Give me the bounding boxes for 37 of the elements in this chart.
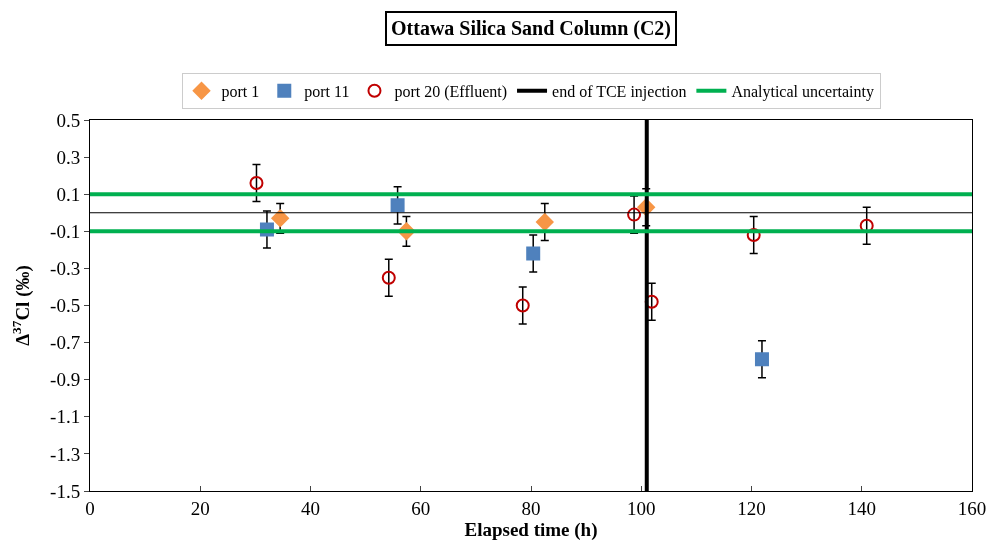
y-tick-label: -0.1 — [50, 220, 81, 242]
x-tick-label: 140 — [847, 497, 876, 519]
y-tick-label: -0.7 — [50, 332, 81, 354]
y-tick-label: -1.3 — [50, 443, 81, 465]
y-tick-label: 0.5 — [56, 109, 81, 131]
x-tick-label: 100 — [627, 497, 656, 519]
x-tick-label: 120 — [737, 497, 766, 519]
legend-label: end of TCE injection — [552, 83, 687, 102]
x-tick-label: 40 — [301, 497, 320, 519]
y-tick-label: -1.5 — [50, 480, 81, 502]
x-tick-label: 160 — [957, 497, 987, 519]
point — [390, 198, 405, 213]
y-tick-label: 0.1 — [56, 183, 81, 205]
y-tick-label: -1.1 — [50, 406, 81, 428]
point — [249, 176, 264, 191]
y-tick-label: 0.3 — [56, 146, 81, 168]
chart-title: Ottawa Silica Sand Column (C2) — [391, 17, 672, 40]
x-axis-title: Elapsed time (h) — [464, 518, 598, 541]
y-tick-label: -0.5 — [50, 295, 81, 317]
x-tick-label: 60 — [411, 497, 431, 519]
point — [535, 213, 554, 231]
x-tick-label: 20 — [190, 497, 210, 519]
point — [746, 228, 761, 242]
y-tick-label: -0.3 — [50, 258, 81, 280]
point — [271, 209, 289, 228]
point — [526, 246, 541, 261]
legend-label: port 11 — [304, 83, 350, 102]
point — [515, 298, 530, 313]
point — [381, 270, 396, 285]
legend-label: Analytical uncertainty — [731, 83, 874, 102]
point — [627, 207, 642, 222]
legend-label: port 1 — [221, 83, 260, 102]
x-tick-label: 0 — [85, 497, 95, 519]
point — [754, 352, 769, 367]
legend-label: port 20 (Effluent) — [394, 83, 508, 102]
y-tick-label: -0.9 — [50, 369, 81, 391]
x-tick-label: 80 — [521, 497, 541, 519]
